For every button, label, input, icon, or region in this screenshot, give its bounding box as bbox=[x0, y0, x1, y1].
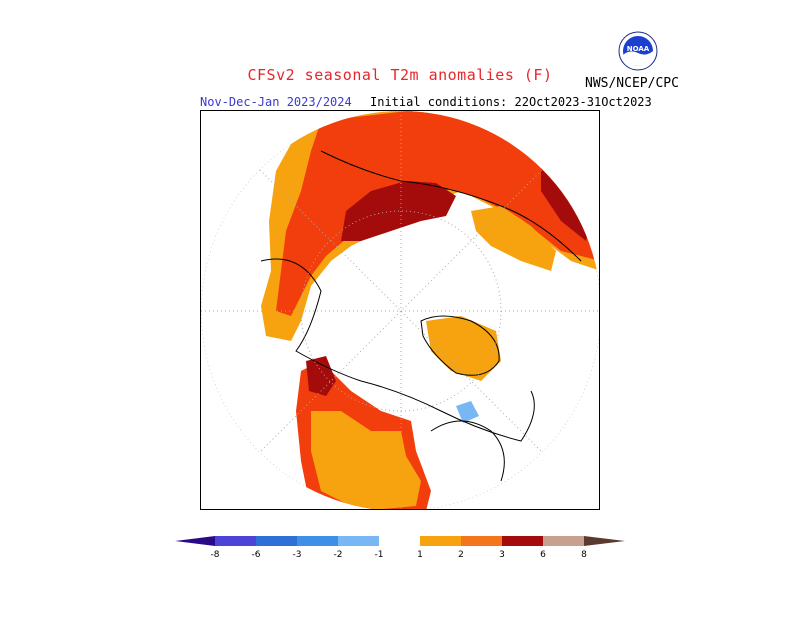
anomaly-map-svg bbox=[201, 111, 599, 509]
colorbar-label: -6 bbox=[252, 550, 261, 560]
agency-label: NWS/NCEP/CPC bbox=[585, 76, 679, 91]
anomaly-region-na-pos1 bbox=[311, 411, 421, 509]
chart-title: CFSv2 seasonal T2m anomalies (F) bbox=[247, 66, 553, 84]
colorbar-swatch bbox=[502, 536, 543, 546]
colorbar-swatch bbox=[461, 536, 502, 546]
colorbar-label: -1 bbox=[375, 550, 384, 560]
anomaly-region-pos3 bbox=[276, 111, 599, 316]
colorbar-arrow-low bbox=[175, 536, 215, 546]
colorbar-label: -8 bbox=[211, 550, 220, 560]
polar-map bbox=[200, 110, 600, 510]
valid-period-label: Nov-Dec-Jan 2023/2024 bbox=[200, 95, 352, 109]
anomaly-region-greenland bbox=[426, 316, 501, 381]
colorbar-swatch bbox=[338, 536, 379, 546]
colorbar-label: 3 bbox=[499, 550, 505, 560]
colorbar-label: 1 bbox=[417, 550, 423, 560]
colorbar-label: -2 bbox=[334, 550, 343, 560]
colorbar-label: 8 bbox=[581, 550, 587, 560]
colorbar-swatch bbox=[215, 536, 256, 546]
colorbar-arrow-high bbox=[584, 536, 625, 546]
colorbar-swatch bbox=[297, 536, 338, 546]
anomaly-region-na-pos6 bbox=[306, 356, 336, 396]
color-scale-legend: -8 -6 -3 -2 -1 1 2 3 6 8 bbox=[175, 536, 625, 560]
colorbar-swatch bbox=[420, 536, 461, 546]
anomaly-region-neg1 bbox=[456, 401, 479, 423]
colorbar-label: -3 bbox=[293, 550, 302, 560]
anomaly-region-pos6 bbox=[341, 181, 456, 241]
colorbar-swatch bbox=[379, 536, 420, 546]
initial-conditions-label: Initial conditions: 22Oct2023-31Oct2023 bbox=[370, 95, 652, 109]
svg-text:NOAA: NOAA bbox=[627, 45, 650, 53]
colorbar-label: 6 bbox=[540, 550, 546, 560]
noaa-logo-icon: NOAA bbox=[618, 31, 658, 71]
colorbar-label: 2 bbox=[458, 550, 464, 560]
anomaly-region-siberia-pos1 bbox=[471, 206, 556, 271]
colorbar-swatch bbox=[543, 536, 584, 546]
colorbar-swatch bbox=[256, 536, 297, 546]
